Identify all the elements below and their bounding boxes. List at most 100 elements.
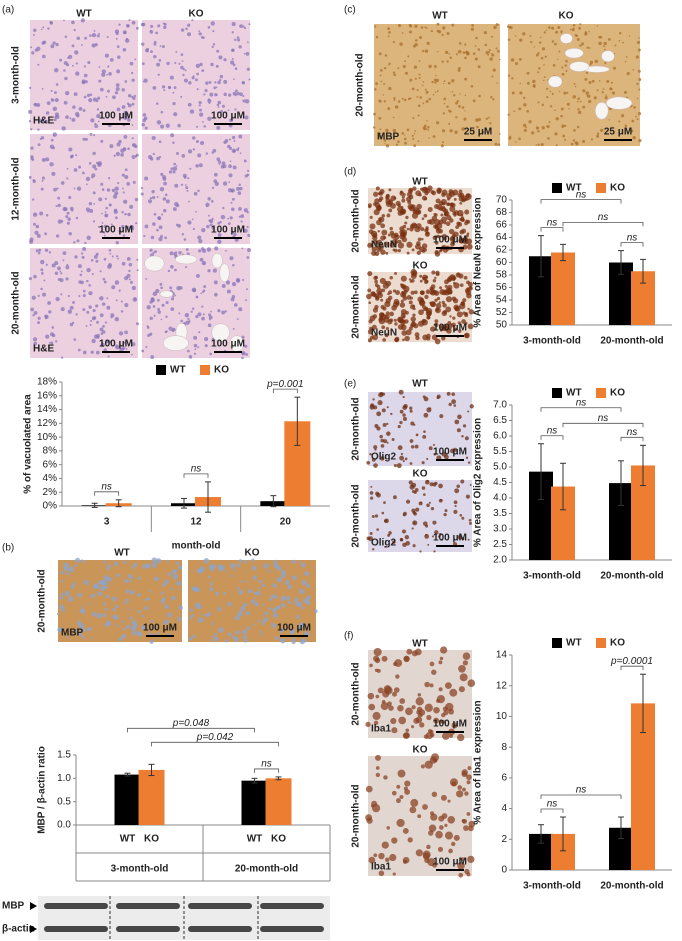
cell (243, 208, 248, 213)
cell (267, 607, 271, 611)
cell (263, 563, 269, 569)
cell (66, 177, 69, 180)
cell (212, 148, 217, 153)
cell (83, 73, 88, 78)
cell (543, 76, 546, 79)
cell (155, 558, 162, 564)
cell (193, 343, 198, 348)
cell (373, 445, 378, 450)
cell (75, 216, 79, 220)
y-tick-label: 1.0 (57, 773, 71, 784)
cell (175, 50, 178, 53)
cell (116, 255, 119, 258)
cell (98, 197, 103, 202)
cell (421, 291, 425, 295)
cell (457, 861, 465, 870)
stain-label: Olig2 (371, 538, 396, 549)
cell (422, 186, 428, 192)
cell (141, 22, 146, 27)
cell (477, 48, 481, 51)
cell (189, 608, 194, 612)
cell (192, 136, 196, 140)
cell (210, 639, 213, 642)
cell (366, 817, 373, 824)
cell (115, 604, 119, 609)
cell (207, 323, 212, 328)
cell (73, 629, 77, 633)
cell (200, 35, 204, 39)
cell (160, 591, 164, 595)
cell (151, 557, 158, 563)
cell (129, 204, 134, 209)
cell (377, 400, 383, 406)
cell (443, 512, 447, 517)
cell (424, 703, 433, 712)
cell (540, 56, 544, 60)
cell (152, 305, 156, 308)
cell (199, 108, 202, 112)
cell (383, 685, 392, 694)
cell (423, 430, 426, 433)
y-tick-label: 5.5 (493, 446, 507, 457)
cell (246, 288, 248, 291)
cell (150, 355, 155, 360)
cell (467, 855, 475, 864)
cell (152, 85, 157, 90)
cell (382, 338, 386, 342)
cell (409, 484, 415, 490)
cell (507, 38, 511, 41)
cell (434, 322, 439, 328)
cell (439, 325, 443, 328)
cell (406, 227, 410, 231)
cell (102, 277, 106, 281)
cell (399, 794, 404, 799)
cell (455, 101, 459, 105)
cell (73, 241, 76, 244)
cell (466, 872, 471, 877)
cell (440, 646, 448, 654)
cell (157, 216, 162, 221)
cell (432, 520, 437, 525)
cell (121, 261, 126, 266)
cell (449, 274, 456, 281)
cell (103, 234, 106, 237)
cell (156, 120, 162, 125)
y-tick-label: 18% (37, 377, 57, 388)
cell (413, 223, 417, 227)
cell (228, 181, 231, 184)
cell (99, 313, 104, 318)
cell (272, 583, 277, 588)
cell (387, 27, 391, 31)
cell (206, 611, 212, 617)
cell (213, 86, 217, 90)
cell (596, 132, 600, 135)
cell (526, 71, 530, 75)
cell (407, 200, 412, 205)
cell (33, 28, 37, 33)
cell (387, 292, 390, 296)
cell (203, 125, 206, 128)
cell (393, 318, 397, 322)
cell (369, 532, 373, 536)
significance-bracket (562, 422, 644, 428)
cell (168, 170, 173, 174)
cell (208, 564, 213, 569)
cell (375, 296, 380, 301)
cell (477, 65, 481, 69)
cell (114, 186, 119, 191)
cell (542, 79, 545, 82)
cell (238, 183, 241, 186)
cell (608, 119, 611, 121)
cell (382, 306, 387, 311)
error-bar (640, 444, 646, 487)
cell (426, 120, 428, 122)
cell (160, 172, 164, 176)
cell (30, 128, 33, 131)
vacuole (174, 254, 198, 265)
significance-label: p=0.042 (196, 732, 234, 743)
cell (79, 273, 83, 277)
column-header: KO (245, 548, 260, 559)
cell (456, 221, 461, 226)
cell (560, 107, 564, 111)
